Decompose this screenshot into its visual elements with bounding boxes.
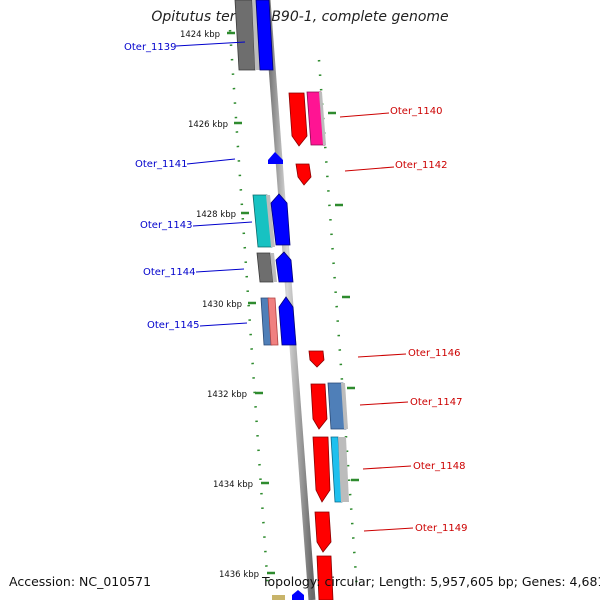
gene-arrow[interactable]	[295, 163, 312, 186]
gene-label-oter-1139[interactable]: Oter_1139	[124, 42, 177, 53]
left-gene-labels: Oter_1139 Oter_1141 Oter_1143 Oter_1144 …	[124, 41, 253, 331]
gene-label-oter-1145[interactable]: Oter_1145	[147, 320, 200, 331]
scale-ticks	[227, 31, 359, 575]
gene-arrow[interactable]	[310, 383, 328, 430]
gene-arrow[interactable]	[308, 350, 325, 368]
right-strand-genes	[288, 91, 349, 600]
gene-block[interactable]	[338, 437, 349, 502]
right-gene-labels: Oter_1140 Oter_1142 Oter_1146 Oter_1147 …	[339, 106, 468, 534]
map-title: Opitutus terrae PB90-1, complete genome	[151, 9, 449, 25]
gene-label-oter-1140[interactable]: Oter_1140	[390, 106, 443, 117]
gene-block[interactable]	[270, 253, 277, 282]
gene-arrow[interactable]	[275, 251, 294, 283]
gene-arrow[interactable]	[314, 511, 332, 553]
gene-block[interactable]	[234, 0, 256, 71]
gene-block[interactable]	[292, 590, 304, 600]
scale-label: 1424 kbp	[180, 30, 220, 40]
gene-block[interactable]	[268, 152, 283, 164]
gene-label-oter-1143[interactable]: Oter_1143	[140, 220, 193, 231]
gene-block[interactable]	[316, 555, 334, 600]
genome-backbone	[263, 0, 316, 600]
scale-label: 1428 kbp	[196, 210, 236, 220]
gene-arrow[interactable]	[288, 92, 308, 147]
scale-label: 1436 kbp	[219, 570, 259, 580]
scale-label: 1426 kbp	[188, 120, 228, 130]
scale-label: 1434 kbp	[213, 480, 253, 490]
gene-block[interactable]	[267, 297, 279, 346]
left-strand-genes	[234, 0, 304, 600]
gene-block[interactable]	[319, 92, 326, 145]
topology-text: Topology: circular; Length: 5,957,605 bp…	[262, 574, 600, 589]
gene-block[interactable]	[266, 195, 275, 247]
gene-label-oter-1148[interactable]: Oter_1148	[413, 461, 466, 472]
gene-label-oter-1144[interactable]: Oter_1144	[143, 267, 196, 278]
gene-label-oter-1147[interactable]: Oter_1147	[410, 397, 463, 408]
accession-text: Accession: NC_010571	[9, 574, 152, 589]
gene-block[interactable]	[272, 595, 285, 600]
gene-label-oter-1141[interactable]: Oter_1141	[135, 159, 188, 170]
scale-label: 1430 kbp	[202, 300, 242, 310]
gene-arrow[interactable]	[278, 296, 297, 346]
gene-arrow[interactable]	[255, 0, 274, 71]
scale-label: 1432 kbp	[207, 390, 247, 400]
gene-block[interactable]	[341, 383, 348, 429]
gene-arrow[interactable]	[312, 436, 331, 503]
gene-label-oter-1142[interactable]: Oter_1142	[395, 160, 448, 171]
gene-label-oter-1146[interactable]: Oter_1146	[408, 348, 461, 359]
gene-label-oter-1149[interactable]: Oter_1149	[415, 523, 468, 534]
gene-arrow[interactable]	[270, 193, 291, 246]
